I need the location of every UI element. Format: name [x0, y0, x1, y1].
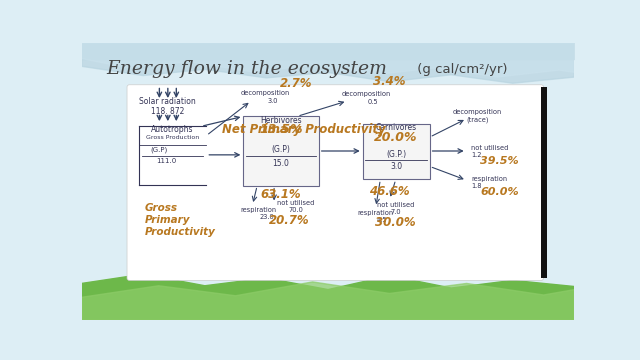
Text: not utilised: not utilised	[471, 145, 509, 151]
Text: not utilised: not utilised	[377, 202, 415, 208]
Text: Gross Production: Gross Production	[146, 135, 199, 140]
Text: decomposition: decomposition	[240, 90, 289, 96]
Text: decomposition: decomposition	[342, 91, 391, 97]
Text: 70.0: 70.0	[288, 207, 303, 213]
Polygon shape	[82, 282, 575, 320]
Bar	[541, 87, 547, 278]
Bar	[363, 124, 429, 180]
Text: Autotrophs: Autotrophs	[151, 125, 194, 134]
Text: 13.5%: 13.5%	[259, 123, 303, 136]
Text: respiration: respiration	[471, 176, 508, 182]
Text: 111.0: 111.0	[156, 158, 177, 164]
Text: Carnivores: Carnivores	[376, 123, 417, 132]
Text: 15.0: 15.0	[273, 159, 289, 168]
Text: Gross
Primary
Productivity: Gross Primary Productivity	[145, 203, 216, 237]
Text: 1.8: 1.8	[471, 183, 482, 189]
Text: 3.0: 3.0	[390, 162, 402, 171]
Polygon shape	[82, 43, 575, 83]
Text: 60.0%: 60.0%	[481, 187, 519, 197]
Text: Energy flow in the ecosystem: Energy flow in the ecosystem	[107, 60, 388, 78]
Text: 23.0: 23.0	[259, 214, 274, 220]
Bar	[243, 116, 319, 186]
Text: 30.0%: 30.0%	[376, 216, 416, 229]
FancyBboxPatch shape	[127, 85, 543, 280]
Text: 3.0: 3.0	[268, 98, 278, 104]
Text: 2.7%: 2.7%	[280, 77, 312, 90]
Text: 0.5: 0.5	[367, 99, 378, 105]
Text: 20.7%: 20.7%	[269, 214, 310, 227]
Text: Herbivores: Herbivores	[260, 116, 302, 125]
Text: 63.1%: 63.1%	[260, 188, 301, 201]
Text: respiration: respiration	[358, 210, 394, 216]
Text: 20.0%: 20.0%	[374, 131, 418, 144]
Polygon shape	[82, 43, 575, 77]
Text: Net Primary Productivity: Net Primary Productivity	[221, 123, 385, 136]
Text: Solar radiation
118. 872: Solar radiation 118. 872	[140, 96, 196, 116]
Text: 3.4%: 3.4%	[373, 75, 406, 88]
Text: (g cal/cm²/yr): (g cal/cm²/yr)	[413, 63, 508, 76]
Text: (trace): (trace)	[466, 116, 488, 123]
Text: (G.P): (G.P)	[150, 146, 167, 153]
Text: (G.P.): (G.P.)	[386, 150, 406, 158]
Text: not utilised: not utilised	[277, 199, 314, 206]
Text: 7.0: 7.0	[390, 209, 401, 215]
Text: respiration: respiration	[241, 207, 276, 213]
Text: 39.5%: 39.5%	[481, 156, 519, 166]
Text: (G.P): (G.P)	[271, 145, 291, 154]
Text: 1.2: 1.2	[471, 152, 482, 158]
Text: decomposition: decomposition	[452, 109, 502, 116]
Text: 4.5: 4.5	[376, 216, 387, 222]
Polygon shape	[82, 274, 575, 320]
Text: 46.6%: 46.6%	[369, 185, 410, 198]
